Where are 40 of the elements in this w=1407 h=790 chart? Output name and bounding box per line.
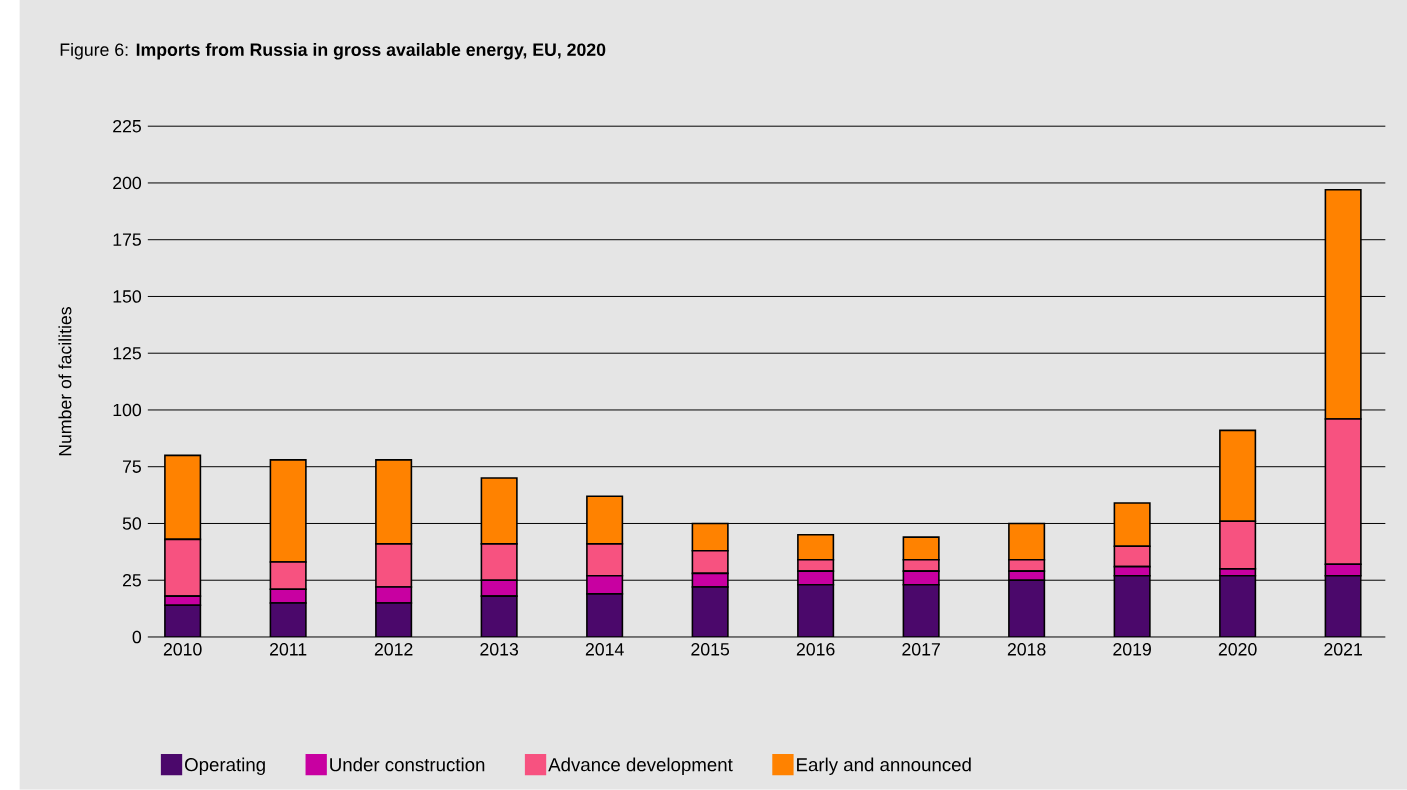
- bar: [1219, 574, 1257, 638]
- x-tick-label: 2020: [1218, 643, 1257, 656]
- x-tick-label: 2016: [796, 643, 835, 656]
- x-tick-label: 2011: [270, 643, 307, 656]
- bar: [691, 586, 729, 638]
- legend-label: Advance development: [548, 757, 733, 776]
- y-tick-label: 150: [113, 290, 142, 303]
- bar: [269, 602, 307, 638]
- bar: [1324, 574, 1362, 638]
- bar: [375, 602, 413, 638]
- x-tick-label: 2015: [691, 643, 730, 656]
- bar: [797, 584, 835, 638]
- x-tick-label: 2013: [480, 643, 519, 656]
- y-tick-label: 175: [113, 233, 141, 246]
- bar: [164, 604, 202, 638]
- y-tick-label: 0: [132, 630, 142, 644]
- bar: [1008, 579, 1046, 638]
- x-tick-label: 2021: [1324, 643, 1362, 656]
- bar: [902, 584, 940, 638]
- y-tick-label: 75: [122, 460, 141, 473]
- y-tick-label: 100: [113, 403, 142, 417]
- legend-label: Under construction: [330, 757, 485, 772]
- y-axis-title: Number of facilities: [58, 307, 72, 456]
- bar: [1113, 574, 1151, 638]
- y-tick-label: 225: [113, 120, 141, 133]
- y-tick-label: 200: [113, 176, 142, 190]
- x-tick-label: 2019: [1113, 643, 1151, 656]
- y-tick-label: 25: [122, 574, 141, 587]
- x-tick-label: 2018: [1007, 643, 1046, 656]
- x-tick-label: 2010: [163, 643, 202, 656]
- y-tick-label: 50: [122, 517, 142, 530]
- y-tick-label: 125: [113, 347, 141, 360]
- legend-label: Early and announced: [797, 757, 971, 776]
- x-tick-label: 2017: [902, 643, 940, 656]
- legend-label: Operating: [185, 757, 265, 776]
- chart-title: Figure 6: Imports from Russia in gross available energy, EU, 2020: [60, 43, 606, 60]
- bar: [480, 595, 518, 638]
- bar: [586, 593, 624, 638]
- x-tick-label: 2014: [585, 643, 624, 656]
- x-tick-label: 2012: [374, 643, 413, 656]
